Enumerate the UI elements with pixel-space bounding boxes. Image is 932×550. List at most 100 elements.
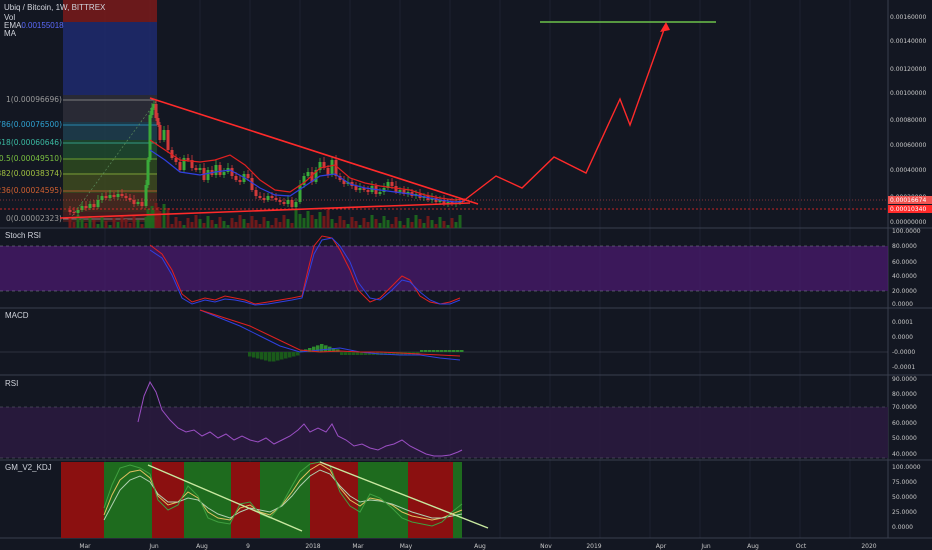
volume-bar [390, 224, 394, 228]
volume-bar [152, 210, 156, 228]
time-tick-label: 2018 [305, 543, 320, 550]
candle-body [386, 182, 390, 188]
candle-body [358, 188, 362, 190]
pane-1-tick-label: 20.0000 [892, 288, 917, 295]
macd-line [199, 309, 461, 361]
fib-label-0: 1(0.00096696) [6, 95, 62, 104]
candle-body [378, 192, 382, 194]
stoch-d-line [149, 237, 461, 306]
ma-legend: MA [4, 29, 16, 38]
macd-histogram-bar [284, 352, 288, 359]
stoch-k-line [149, 235, 461, 305]
kdj-column-9 [453, 462, 462, 538]
volume-bar [238, 215, 242, 228]
candle-body [298, 185, 302, 202]
fib-label-4: 0.382(0.00038374) [0, 169, 62, 178]
candle-body [214, 165, 218, 175]
candle-body [278, 200, 282, 202]
volume-bar [334, 223, 338, 228]
candle-body [362, 188, 366, 190]
candle-body [258, 196, 262, 198]
candle-body [254, 190, 258, 196]
macd-histogram-bar [440, 350, 444, 352]
candle-body [162, 130, 166, 140]
volume-bar [144, 217, 148, 228]
candle-body [166, 130, 170, 150]
volume-bar [158, 211, 162, 228]
candle-body [270, 196, 274, 198]
candle-body [140, 202, 144, 206]
candle-body [152, 104, 156, 108]
volume-bar [150, 206, 154, 228]
fib-label-5: 0.236(0.00024595) [0, 186, 62, 195]
candle-body [76, 210, 80, 213]
stoch-rsi-title: Stoch RSI [5, 231, 42, 240]
macd-histogram-bar [324, 345, 328, 352]
macd-histogram-bar [252, 352, 256, 358]
candle-body [124, 196, 128, 198]
candle-body [274, 198, 278, 200]
fib-band-8 [63, 212, 157, 222]
candle-body [136, 202, 140, 204]
pane-4-tick-label: 0.0000 [892, 524, 913, 531]
time-tick-label: May [400, 543, 413, 550]
fib-label-6: 0(0.00002323) [6, 214, 62, 223]
macd-histogram-bar [380, 352, 384, 355]
volume-bar [120, 215, 124, 228]
price-tick-label: 0.00040000 [890, 167, 926, 174]
macd-histogram-bar [272, 352, 276, 362]
macd-histogram-bar [396, 352, 400, 355]
kdj-trendline-2 [319, 461, 489, 529]
candle-body [290, 200, 294, 207]
volume-bar [210, 220, 214, 228]
volume-bar [410, 222, 414, 228]
volume-bar [426, 216, 430, 228]
macd-histogram-bar [344, 352, 348, 355]
macd-histogram-bar [256, 352, 260, 359]
candle-body [390, 182, 394, 186]
volume-bar [374, 219, 378, 228]
candle-body [96, 200, 100, 207]
pane-4-tick-label: 75.0000 [892, 479, 917, 486]
fib-band-4 [63, 140, 157, 158]
candle-body [438, 200, 442, 202]
candle-body [146, 160, 150, 185]
volume-bar [112, 218, 116, 228]
volume-bar [386, 220, 390, 228]
macd-histogram-bar [388, 352, 392, 355]
volume-bar [162, 204, 166, 228]
volume-bar [202, 223, 206, 228]
time-tick-label: Nov [540, 543, 552, 550]
volume-bar [326, 209, 330, 228]
macd-histogram-bar [356, 352, 360, 355]
pane-2-tick-label: -0.0000 [892, 349, 915, 356]
volume-bar [370, 215, 374, 228]
candle-body [266, 196, 270, 200]
macd-histogram-bar [288, 352, 292, 358]
volume-bar [80, 219, 84, 228]
volume-bar [258, 224, 262, 228]
pane-3-tick-label: 50.0000 [892, 435, 917, 442]
kdj-column-0 [61, 462, 104, 538]
price-tick-label: 0.00080000 [890, 117, 926, 124]
macd-histogram-bar [320, 344, 324, 352]
volume-bar [88, 216, 92, 228]
volume-bar [394, 217, 398, 228]
candle-body [402, 190, 406, 194]
volume-bar [438, 217, 442, 228]
pane-1-tick-label: 60.0000 [892, 259, 917, 266]
volume-bar [306, 211, 310, 228]
candle-body [206, 170, 210, 180]
macd-histogram-bar [436, 350, 440, 352]
candle-body [178, 162, 182, 170]
volume-bar [136, 220, 140, 228]
candle-body [198, 168, 202, 170]
ema-legend: EMA0.00155018 [4, 21, 64, 30]
candle-body [148, 115, 152, 160]
ascending-trendline [59, 202, 471, 219]
time-tick-label: Aug [474, 543, 486, 550]
volume-bar [318, 212, 322, 228]
candle-body [194, 168, 198, 170]
price-tick-label: 0.00100000 [890, 90, 926, 97]
